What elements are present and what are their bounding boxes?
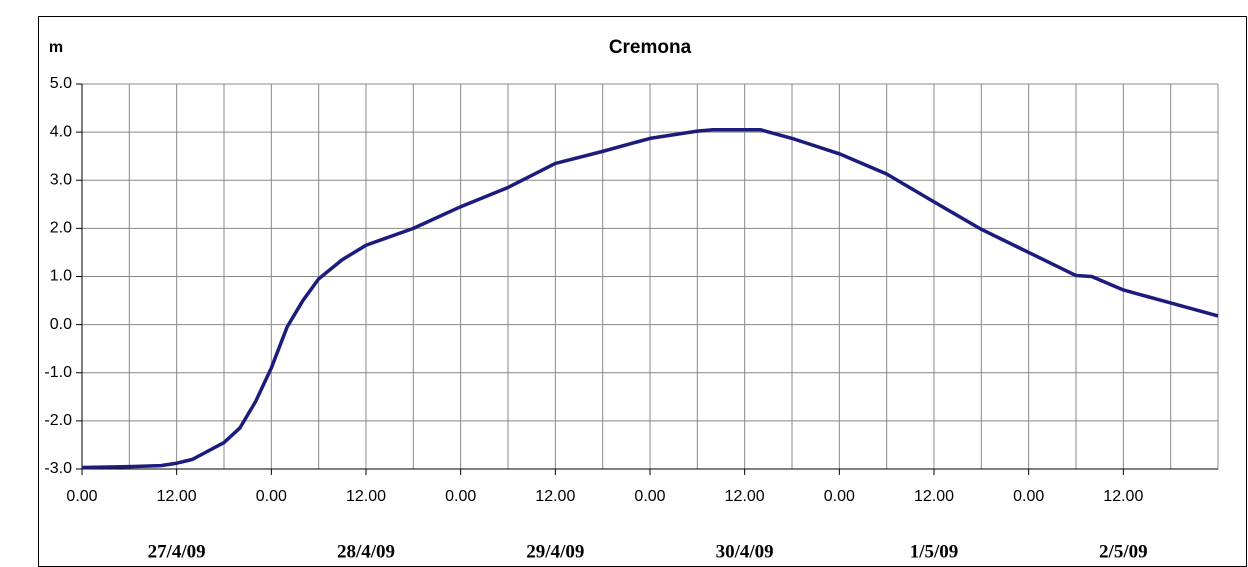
- x-tick-label: 0.00: [445, 488, 476, 505]
- chart-frame: [38, 16, 1247, 567]
- y-tick-label: -3.0: [44, 460, 72, 477]
- x-tick-label: 12.00: [914, 488, 954, 505]
- x-tick-label: 12.00: [346, 488, 386, 505]
- day-label: 1/5/09: [910, 541, 959, 562]
- y-tick-label: 3.0: [50, 171, 72, 188]
- day-label: 28/4/09: [337, 541, 395, 562]
- y-tick-label: 0.0: [50, 316, 72, 333]
- y-axis-label: m: [49, 39, 63, 56]
- day-label: 29/4/09: [526, 541, 584, 562]
- x-tick-label: 12.00: [157, 488, 197, 505]
- x-tick-label: 12.00: [1103, 488, 1143, 505]
- y-tick-label: 5.0: [50, 75, 72, 92]
- data-line: [81, 127, 1219, 470]
- y-tick-label: -1.0: [44, 364, 72, 381]
- chart-title: Cremona: [609, 37, 692, 58]
- y-tick-label: -2.0: [44, 412, 72, 429]
- x-tick-label: 0.00: [66, 488, 97, 505]
- day-label: 30/4/09: [716, 541, 774, 562]
- x-tick-label: 0.00: [824, 488, 855, 505]
- y-tick-label: 2.0: [50, 220, 72, 237]
- x-tick-label: 0.00: [1013, 488, 1044, 505]
- x-tick-label: 12.00: [535, 488, 575, 505]
- x-tick-label: 0.00: [256, 488, 287, 505]
- x-tick-label: 12.00: [725, 488, 765, 505]
- day-label: 2/5/09: [1099, 541, 1148, 562]
- x-tick-label: 0.00: [634, 488, 665, 505]
- day-label: 27/4/09: [148, 541, 206, 562]
- y-tick-label: 1.0: [50, 268, 72, 285]
- y-tick-label: 4.0: [50, 123, 72, 140]
